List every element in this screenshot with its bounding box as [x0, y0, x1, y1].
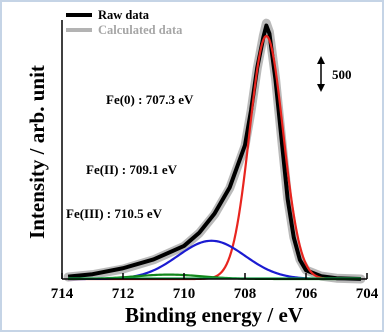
legend-calculated-label: Calculated data [98, 23, 183, 37]
x-tick-label: 714 [51, 286, 74, 302]
component-fe0 [68, 34, 361, 281]
xps-chart: 714 712 710 708 706 704 Binding energy / eV I… [25, 8, 379, 327]
x-tick-label: 708 [234, 286, 257, 302]
curves-layer [63, 18, 366, 284]
scale-bar-arrow-up [317, 56, 325, 64]
x-axis-title: Binding energy / eV [125, 303, 303, 327]
x-tick-label: 712 [112, 286, 135, 302]
annotation-fe0: Fe(0) : 707.3 eV [106, 92, 194, 107]
x-tick-label: 710 [173, 286, 196, 302]
scale-bar-label: 500 [332, 67, 352, 82]
legend: Raw data Calculated data [66, 8, 183, 37]
legend-raw-label: Raw data [98, 8, 150, 22]
y-axis-title: Intensity / arb. unit [25, 65, 49, 239]
annotation-fe2: Fe(II) : 709.1 eV [86, 162, 178, 177]
scale-bar-arrow-down [317, 84, 325, 92]
x-ticks: 714 712 710 708 706 704 [51, 273, 379, 302]
x-tick-label: 706 [295, 286, 318, 302]
scale-bar: 500 [317, 56, 352, 92]
annotation-fe3: Fe(III) : 710.5 eV [66, 206, 163, 221]
x-tick-label: 704 [356, 286, 379, 302]
